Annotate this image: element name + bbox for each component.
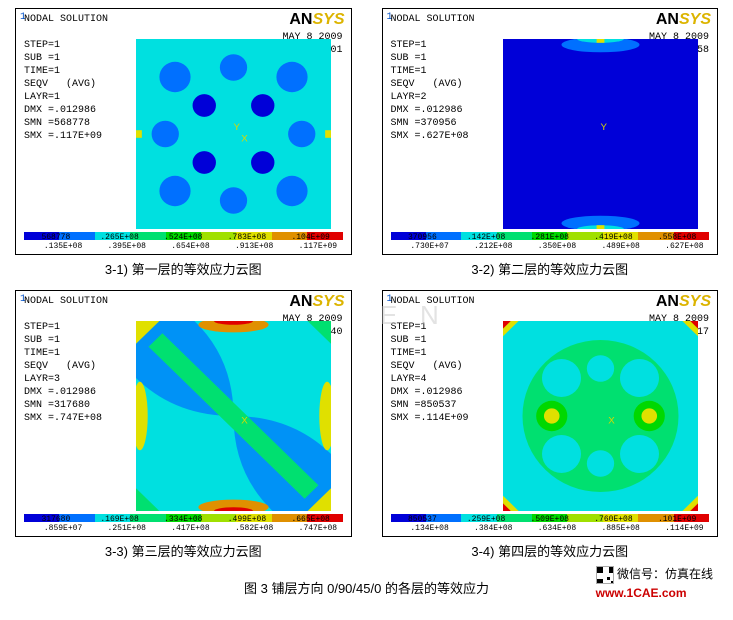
ansys-panel-3: 1 NODAL SOLUTION STEP=1 SUB =1 TIME=1 SE… (15, 290, 352, 537)
qrcode-icon (596, 566, 614, 584)
brand-name: 仿真在线 (665, 567, 713, 581)
svg-text:X: X (241, 416, 248, 427)
ansys-logo: ANSYS (656, 293, 711, 311)
svg-text:Y: Y (234, 122, 241, 133)
source-url: www.1CAE.com (596, 584, 713, 602)
svg-text:X: X (608, 416, 615, 427)
colorbar-labels: 317680 .859E+07.169E+08 .251E+08.334E+08… (24, 516, 343, 534)
panel-1-wrap: 1 NODAL SOLUTION STEP=1 SUB =1 TIME=1 SE… (15, 8, 352, 282)
ansys-logo: ANSYS (656, 11, 711, 29)
panel-header: NODAL SOLUTION STEP=1 SUB =1 TIME=1 SEQV… (391, 13, 475, 143)
panel-header: NODAL SOLUTION STEP=1 SUB =1 TIME=1 SEQV… (24, 295, 108, 425)
ansys-panel-2: 1 NODAL SOLUTION STEP=1 SUB =1 TIME=1 SE… (382, 8, 719, 255)
panel-caption-4: 3-4) 第四层的等效应力云图 (382, 541, 719, 560)
colorbar-labels: 850537 .134E+08.259E+08 .384E+08.509E+08… (391, 516, 710, 534)
panel-4-wrap: 1 NODAL SOLUTION STEP=1 SUB =1 TIME=1 SE… (382, 290, 719, 564)
footer-attribution: 微信号：仿真在线 www.1CAE.com (596, 565, 713, 602)
contour-plot-2: Y (503, 39, 698, 229)
watermark-icon: E (380, 300, 397, 331)
panel-2-wrap: 1 NODAL SOLUTION STEP=1 SUB =1 TIME=1 SE… (382, 8, 719, 282)
colorbar-labels: 370956 .730E+07.142E+08 .212E+08.281E+08… (391, 234, 710, 252)
ansys-logo: ANSYS (289, 11, 344, 29)
colorbar-labels: 568778 .135E+08.265E+08 .395E+08.524E+08… (24, 234, 343, 252)
panel-caption-2: 3-2) 第二层的等效应力云图 (382, 259, 719, 278)
svg-text:X: X (241, 134, 248, 145)
panel-grid: 1 NODAL SOLUTION STEP=1 SUB =1 TIME=1 SE… (0, 0, 733, 572)
ansys-logo: ANSYS (289, 293, 344, 311)
panel-header: NODAL SOLUTION STEP=1 SUB =1 TIME=1 SEQV… (24, 13, 108, 143)
contour-plot-4: X (503, 321, 698, 511)
panel-3-wrap: 1 NODAL SOLUTION STEP=1 SUB =1 TIME=1 SE… (15, 290, 352, 564)
contour-plot-1: Y X (136, 39, 331, 229)
contour-plot-3: X (136, 321, 331, 511)
panel-caption-1: 3-1) 第一层的等效应力云图 (15, 259, 352, 278)
svg-text:Y: Y (600, 122, 607, 133)
watermark-icon: N (420, 300, 439, 331)
panel-caption-3: 3-3) 第三层的等效应力云图 (15, 541, 352, 560)
ansys-panel-1: 1 NODAL SOLUTION STEP=1 SUB =1 TIME=1 SE… (15, 8, 352, 255)
